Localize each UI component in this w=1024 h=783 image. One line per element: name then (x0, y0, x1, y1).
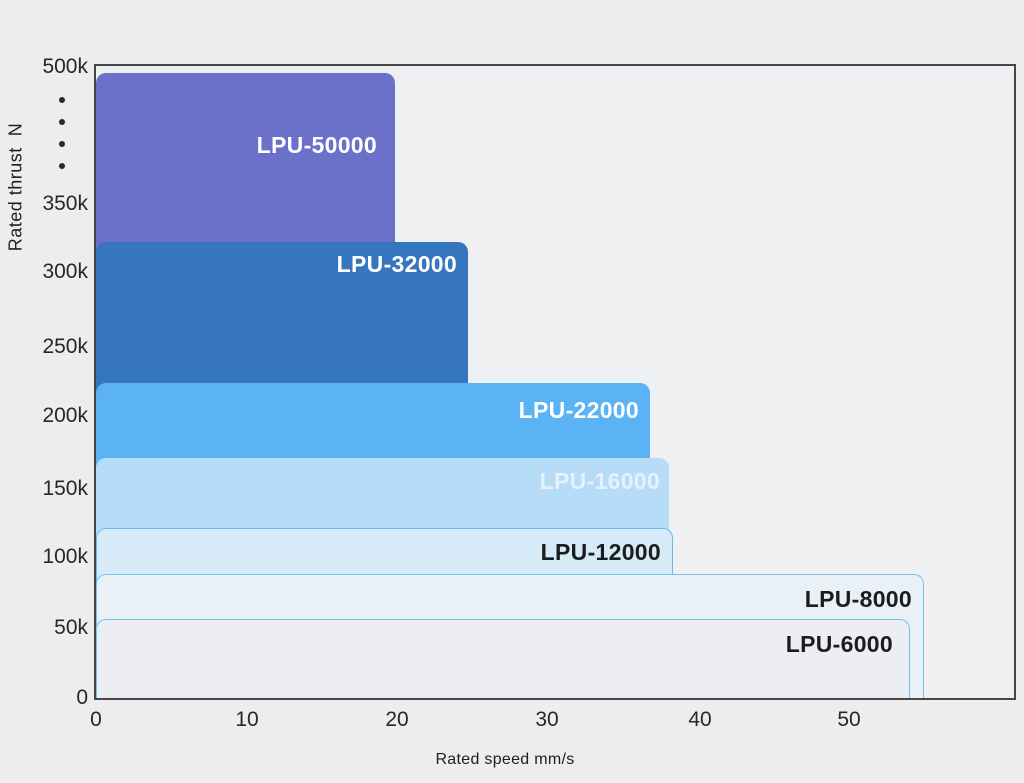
series-label-lpu-12000: LPU-12000 (540, 539, 661, 565)
y-tick-200k: 200k (42, 404, 88, 427)
y-tick-150k: 150k (42, 477, 88, 500)
plot-area: LPU-50000 LPU-32000 LPU-22000 LPU-16000 … (94, 64, 1016, 700)
axis-break-dot (59, 163, 65, 169)
x-tick-40: 40 (688, 708, 712, 731)
y-tick-50k: 50k (54, 616, 88, 639)
axis-break-dot (59, 141, 65, 147)
y-tick-300k: 300k (42, 260, 88, 283)
x-tick-50: 50 (837, 708, 861, 731)
series-label-lpu-32000: LPU-32000 (336, 251, 457, 277)
series-label-lpu-50000: LPU-50000 (256, 132, 377, 158)
y-tick-500k: 500k (42, 55, 88, 78)
y-tick-100k: 100k (42, 545, 88, 568)
series-card-lpu-6000: LPU-6000 (96, 619, 910, 698)
series-label-lpu-8000: LPU-8000 (804, 586, 912, 612)
x-tick-0: 0 (90, 708, 102, 731)
series-label-lpu-6000: LPU-6000 (785, 631, 893, 657)
series-label-lpu-16000: LPU-16000 (539, 468, 660, 494)
x-tick-20: 20 (385, 708, 409, 731)
x-tick-10: 10 (235, 708, 259, 731)
y-tick-0: 0 (76, 686, 88, 709)
y-tick-250k: 250k (42, 335, 88, 358)
axis-break-dot (59, 97, 65, 103)
y-tick-350k: 350k (42, 192, 88, 215)
series-label-lpu-22000: LPU-22000 (518, 397, 639, 423)
x-tick-30: 30 (535, 708, 559, 731)
y-axis-title: Rated thrust N (5, 122, 26, 252)
axis-break-dot (59, 119, 65, 125)
x-axis-title: Rated speed mm/s (435, 751, 575, 768)
